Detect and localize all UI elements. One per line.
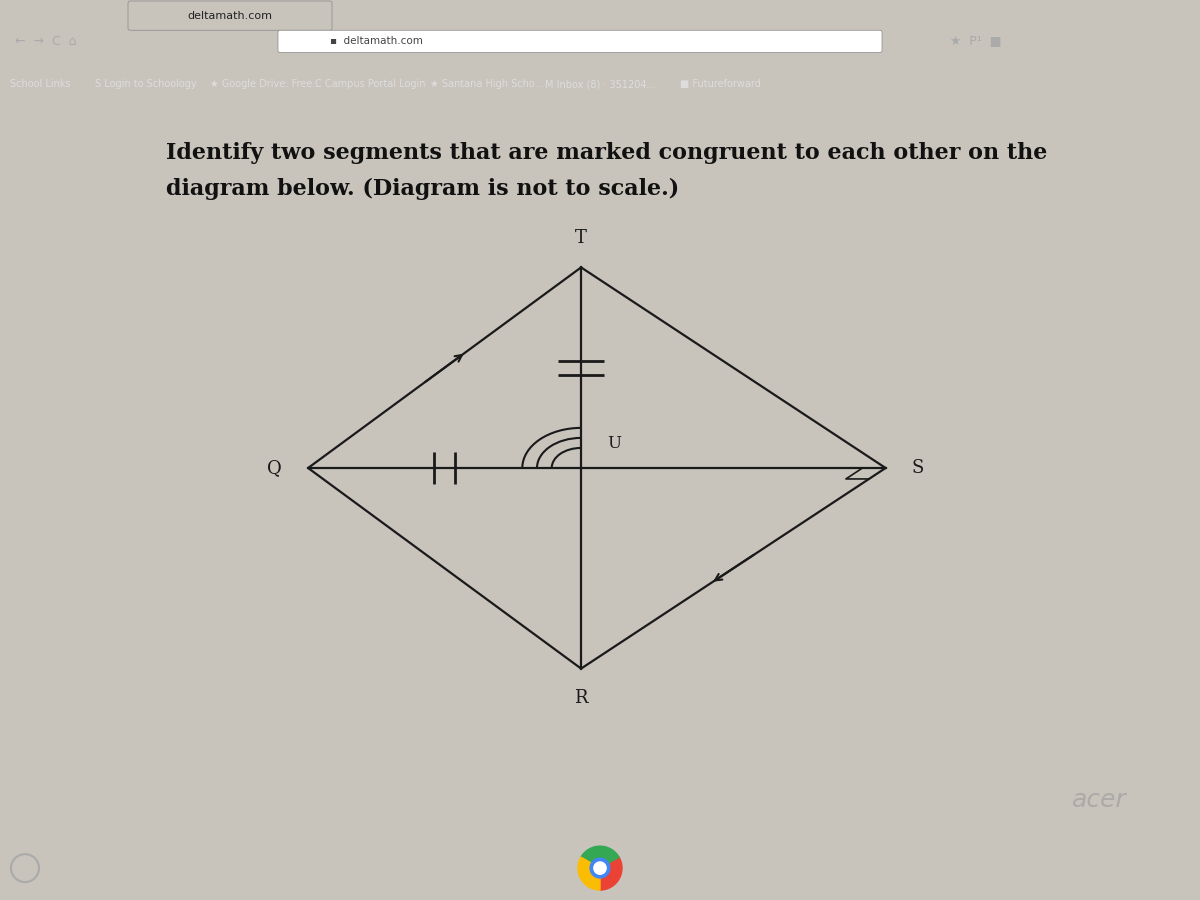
FancyBboxPatch shape	[128, 1, 332, 31]
Text: S Login to Schoology: S Login to Schoology	[95, 79, 197, 89]
Text: R: R	[575, 688, 588, 706]
Text: diagram below. (Diagram is not to scale.): diagram below. (Diagram is not to scale.…	[167, 178, 679, 200]
Text: C Campus Portal Login: C Campus Portal Login	[314, 79, 426, 89]
FancyBboxPatch shape	[278, 31, 882, 52]
Wedge shape	[578, 857, 600, 890]
Text: acer: acer	[1073, 788, 1127, 812]
Text: deltamath.com: deltamath.com	[187, 11, 272, 21]
Text: ■ Futureforward: ■ Futureforward	[680, 79, 761, 89]
Text: U: U	[607, 436, 622, 452]
Wedge shape	[581, 846, 619, 868]
Text: Q: Q	[268, 459, 282, 477]
Text: M Inbox (8) · 351204...: M Inbox (8) · 351204...	[545, 79, 655, 89]
Text: ★ Google Drive: Free...: ★ Google Drive: Free...	[210, 79, 322, 89]
Text: ★  P¹  ■: ★ P¹ ■	[950, 35, 1002, 48]
Text: School Links: School Links	[10, 79, 71, 89]
Text: Identify two segments that are marked congruent to each other on the: Identify two segments that are marked co…	[167, 142, 1048, 164]
Text: T: T	[575, 230, 587, 248]
Text: ←  →  C  ⌂: ← → C ⌂	[14, 35, 77, 48]
Text: ★ Santana High Scho...: ★ Santana High Scho...	[430, 79, 544, 89]
Text: ▪  deltamath.com: ▪ deltamath.com	[330, 36, 422, 47]
Wedge shape	[600, 857, 622, 890]
Text: S: S	[912, 459, 924, 477]
Circle shape	[590, 859, 610, 878]
Circle shape	[594, 862, 606, 874]
